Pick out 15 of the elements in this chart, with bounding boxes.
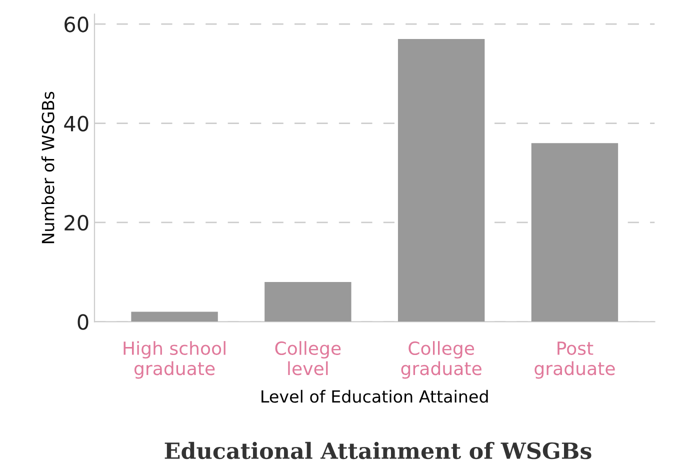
y-tick-label: 60 bbox=[64, 16, 88, 32]
x-axis-title: Level of Education Attained bbox=[262, 390, 488, 403]
x-tick-label: High school graduate bbox=[124, 341, 226, 379]
x-tick-label: College graduate bbox=[401, 341, 482, 379]
text: Educational Attainment of WSGBs bbox=[164, 442, 592, 460]
bar bbox=[264, 282, 352, 322]
bar bbox=[398, 38, 485, 322]
bar bbox=[531, 143, 618, 322]
y-tick-label: 0 bbox=[78, 314, 88, 330]
x-tick-label: College level bbox=[275, 341, 341, 376]
y-tick-label: 20 bbox=[64, 214, 88, 231]
y-tick-label: 40 bbox=[64, 116, 88, 132]
x-tick-label: Post graduate bbox=[534, 342, 615, 379]
y-axis-title: Number of WSGBs bbox=[41, 92, 54, 244]
bar bbox=[131, 312, 218, 322]
